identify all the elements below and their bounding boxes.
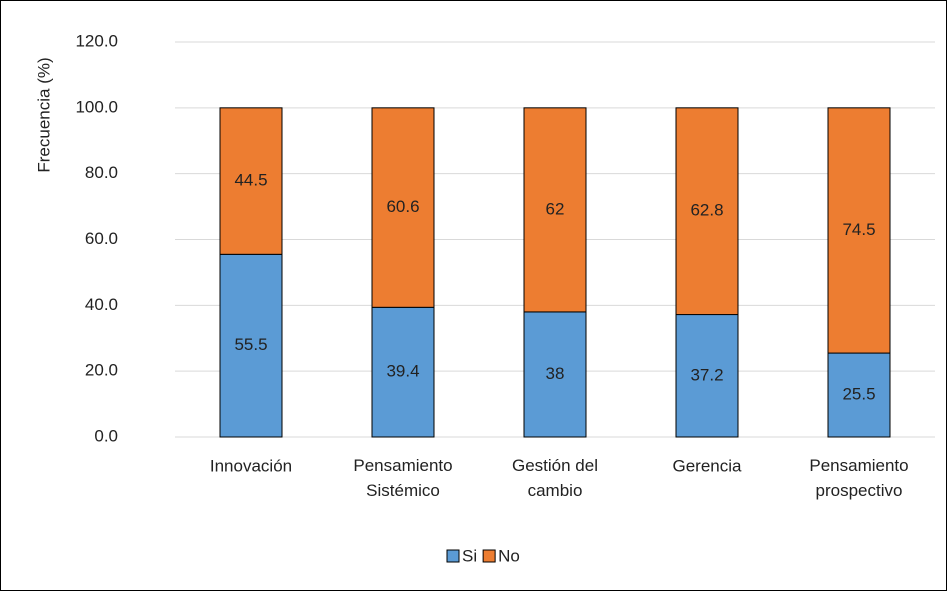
x-tick-label: Gestión del cambio [512,456,598,500]
data-label: 44.5 [234,171,267,190]
y-tick-label: 80.0 [85,163,118,182]
bar-segment [675,314,739,438]
data-label: 38 [546,364,565,383]
data-label: 37.2 [690,365,723,384]
data-label: 62.8 [690,201,723,220]
y-axis-label: Frecuencia (%) [34,57,53,172]
data-label: 62 [546,199,565,218]
data-label: 60.6 [386,197,419,216]
y-tick-label: 120.0 [75,31,118,50]
y-tick-label: 40.0 [85,295,118,314]
x-tick-label: Gerencia [673,456,743,475]
bar-segment [675,107,739,316]
x-tick-label: Pensamiento Sistémico [353,456,452,500]
bar-segment [219,253,283,438]
data-label: 55.5 [234,335,267,354]
y-tick-label: 60.0 [85,229,118,248]
y-tick-label: 0.0 [94,426,118,445]
bar-segment [827,352,891,438]
bar-segment [827,107,891,354]
legend-swatch [482,549,496,563]
x-tick-label: Innovación [210,456,292,475]
data-label: 25.5 [842,385,875,404]
legend-label: No [498,546,520,565]
y-tick-label: 100.0 [75,97,118,116]
data-label: 39.4 [386,362,419,381]
bar-segment [219,107,283,255]
x-tick-label: Pensamiento prospectivo [809,456,908,500]
data-label: 74.5 [842,220,875,239]
y-tick-label: 20.0 [85,361,118,380]
bar-segment [371,107,435,308]
bar-segment [523,311,587,438]
legend-swatch [446,549,460,563]
bar-segment [523,107,587,313]
bar-segment [371,306,435,438]
legend-label: Si [462,546,477,565]
